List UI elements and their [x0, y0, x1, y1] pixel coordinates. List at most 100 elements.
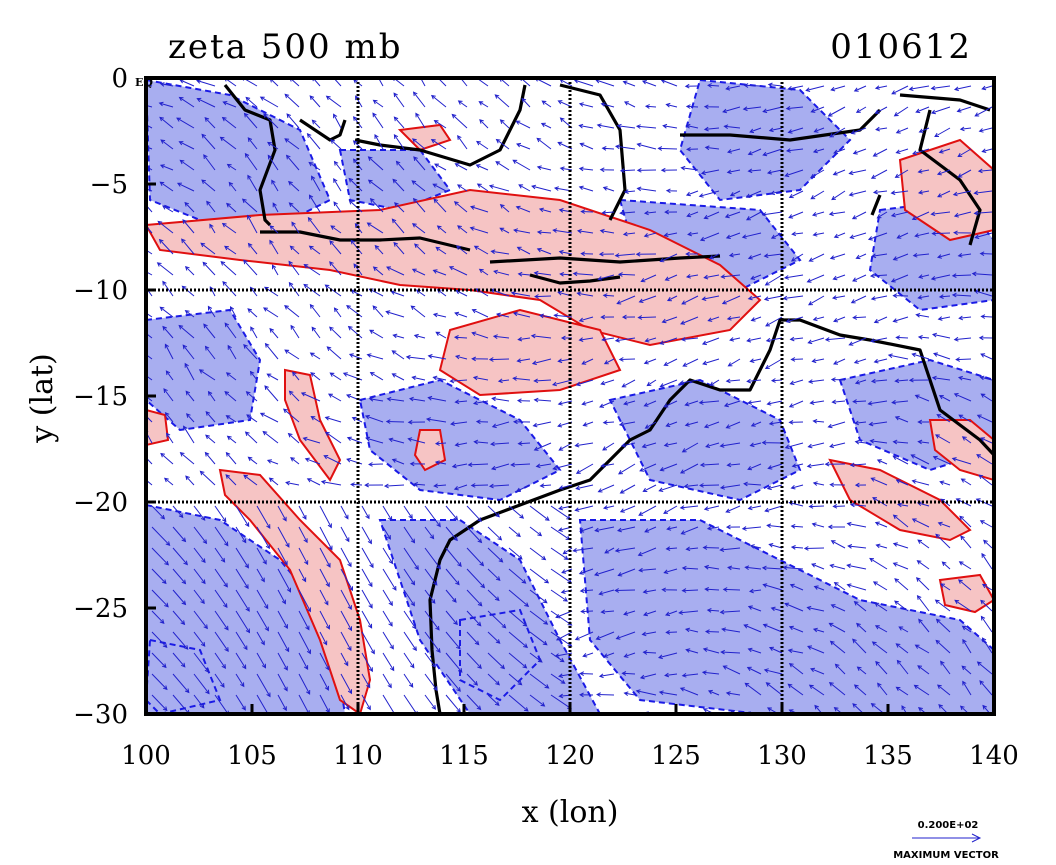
- wind-vector: [918, 274, 930, 279]
- wind-vector: [445, 631, 461, 650]
- wind-vector: [361, 547, 374, 569]
- wind-vector: [372, 305, 384, 318]
- wind-vector: [643, 610, 657, 617]
- wind-vector: [529, 568, 550, 584]
- wind-vector: [466, 589, 483, 607]
- wind-vector: [619, 210, 636, 216]
- wind-vector: [383, 758, 393, 774]
- wind-vector: [930, 85, 951, 91]
- wind-vector: [703, 421, 720, 429]
- wind-vector: [719, 442, 741, 448]
- wind-vector: [747, 463, 762, 471]
- wind-vector: [333, 113, 342, 129]
- wind-vector: [684, 83, 699, 89]
- wind-vector: [852, 274, 867, 282]
- wind-vector: [887, 353, 909, 360]
- wind-vector: [425, 758, 437, 775]
- wind-vector: [659, 253, 678, 263]
- wind-vector: [894, 378, 909, 384]
- wind-vector: [937, 316, 951, 321]
- wind-vector: [727, 358, 741, 367]
- wind-vector: [623, 610, 636, 616]
- wind-vector: [299, 737, 310, 758]
- wind-vector: [445, 526, 458, 542]
- wind-vector: [747, 605, 762, 612]
- wind-vector: [856, 666, 867, 675]
- wind-vector: [156, 262, 174, 276]
- wind-vector: [272, 202, 279, 213]
- wind-vector: [235, 589, 250, 612]
- wind-vector: [326, 346, 342, 360]
- wind-vector: [897, 502, 909, 508]
- wind-vector: [472, 375, 489, 381]
- wind-vector: [434, 441, 447, 446]
- wind-vector: [539, 483, 552, 488]
- wind-vector: [403, 505, 413, 520]
- wind-vector: [704, 629, 720, 635]
- wind-vector: [770, 190, 783, 196]
- wind-vector: [284, 305, 300, 318]
- wind-vector: [382, 610, 393, 627]
- wind-vector: [172, 673, 190, 694]
- wind-vector: [877, 682, 888, 696]
- wind-vector: [159, 181, 174, 192]
- wind-vector: [324, 431, 342, 444]
- wind-vector: [788, 662, 804, 675]
- x-tick-label: 130: [757, 741, 807, 771]
- wind-vector: [404, 758, 418, 779]
- wind-vector: [533, 397, 552, 403]
- wind-vector: [319, 673, 329, 691]
- wind-vector: [853, 85, 867, 92]
- wind-vector: [173, 737, 185, 751]
- wind-vector: [516, 142, 531, 150]
- wind-vector: [425, 737, 434, 750]
- wind-vector: [870, 477, 888, 486]
- wind-vector: [698, 400, 720, 405]
- wind-vector: [529, 589, 548, 604]
- wind-vector: [285, 480, 300, 486]
- wind-vector: [892, 253, 909, 261]
- wind-vector: [492, 334, 510, 340]
- wind-vector: [194, 737, 203, 749]
- wind-vector: [235, 568, 249, 590]
- wind-vector: [578, 185, 594, 192]
- wind-vector: [850, 295, 867, 304]
- wind-vector: [518, 184, 531, 192]
- wind-vector: [467, 462, 489, 468]
- wind-vector: [812, 316, 825, 322]
- wind-vector: [683, 483, 699, 489]
- wind-vector: [869, 337, 888, 343]
- wind-vector: [875, 543, 888, 549]
- wind-vector: [151, 694, 168, 712]
- wind-vector: [268, 477, 279, 486]
- wind-vector: [768, 421, 783, 426]
- y-axis-ticks: 0 −5 −10 −15 −20 −25 −30: [73, 64, 156, 730]
- wind-vector: [146, 124, 153, 129]
- wind-vector: [333, 201, 342, 213]
- wind-vector: [621, 379, 636, 388]
- wind-vector: [204, 451, 216, 465]
- wind-vector: [361, 526, 372, 545]
- wind-vector: [552, 463, 573, 471]
- wind-vector: [235, 652, 247, 670]
- wind-vector: [873, 316, 888, 324]
- wind-vector: [245, 96, 258, 108]
- wind-vector: [722, 106, 741, 114]
- wind-vector: [256, 673, 271, 698]
- wind-vector: [194, 758, 210, 778]
- wind-vector: [874, 106, 888, 114]
- wind-vector: [794, 727, 803, 737]
- wind-vector: [257, 716, 269, 737]
- wind-vector: [226, 435, 237, 444]
- wind-vector: [805, 85, 825, 92]
- wind-vector: [848, 190, 867, 197]
- wind-vector: [784, 442, 804, 450]
- wind-vector: [199, 470, 216, 486]
- wind-vector: [269, 327, 279, 339]
- wind-vector: [658, 484, 678, 492]
- wind-vector: [614, 547, 636, 553]
- wind-vector: [770, 606, 783, 612]
- wind-vector: [299, 758, 308, 774]
- wind-vector: [386, 396, 405, 402]
- wind-vector: [488, 184, 510, 192]
